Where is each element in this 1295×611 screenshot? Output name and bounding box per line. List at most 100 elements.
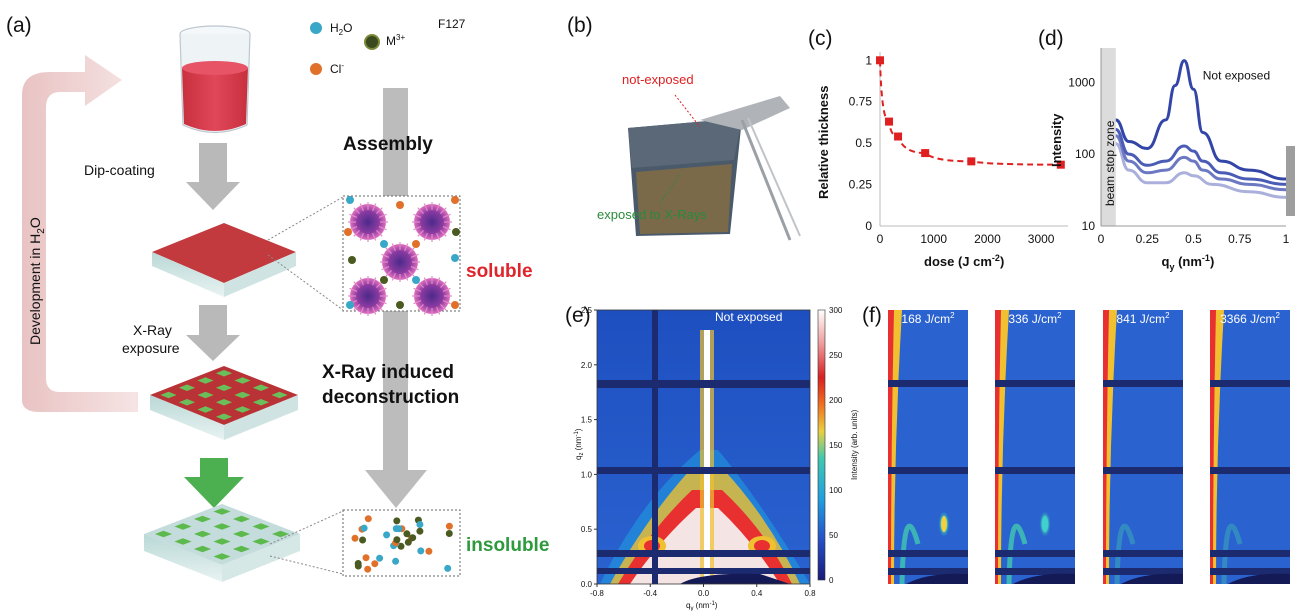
c-data-point (921, 149, 930, 158)
c-y-tick: 0.75 (849, 95, 873, 109)
ion-sphere-icon (392, 557, 400, 565)
ion-sphere-icon (383, 531, 391, 539)
h2o-sphere-icon (310, 22, 322, 34)
e-xlabel: qy (nm-1) (686, 601, 718, 611)
ion-sphere-icon (371, 560, 379, 568)
e-y-tick: 2.5 (581, 306, 593, 315)
d-series-line (1115, 128, 1287, 186)
arrow-xray (186, 305, 240, 361)
c-data-point (885, 117, 894, 126)
colorbar-tick: 300 (829, 306, 843, 315)
chloride-sphere-icon (310, 63, 322, 75)
developed-substrate (144, 504, 300, 582)
c-data-point (876, 56, 884, 65)
zoom-line (267, 196, 344, 241)
e-y-tick: 1.5 (581, 416, 593, 425)
d-series-line (1115, 142, 1287, 199)
colorbar-tick: 100 (829, 486, 843, 495)
ion-sphere-icon (396, 301, 404, 309)
pattern-square (215, 370, 233, 377)
ion-sphere-icon (412, 276, 420, 284)
d-series-line (1115, 134, 1287, 192)
xray-exposure-label-1: X-Ray (133, 322, 172, 338)
zoom-line (269, 510, 344, 545)
d-y-tick: 10 (1082, 219, 1096, 233)
d-x-tick: 0.25 (1136, 232, 1160, 246)
assembly-label: Assembly (343, 134, 433, 155)
exposed-pointer (659, 174, 681, 204)
panel-a-label: (a) (6, 14, 32, 37)
pattern-square (271, 391, 288, 399)
coated-substrate (152, 223, 296, 297)
e-x-tick: 0.4 (751, 589, 763, 598)
colorbar-tick: 50 (829, 531, 838, 540)
d-x-tick: 1 (1283, 232, 1290, 246)
colorbar-tick: 0 (829, 576, 834, 585)
gisaxs-frame (1103, 310, 1183, 585)
dose-label: 336 J/cm2 (1008, 311, 1062, 326)
c-data-point (967, 157, 976, 166)
legend-metal: M3+ (386, 33, 405, 48)
pattern-square (174, 538, 192, 545)
zoom-line (269, 555, 344, 575)
pattern-square (174, 523, 192, 530)
c-x-tick: 0 (877, 232, 884, 246)
colorbar (817, 309, 826, 581)
pattern-square (232, 545, 251, 553)
gisaxs-frame (888, 310, 968, 585)
c-y-tick: 1 (865, 53, 872, 67)
ion-cluster (351, 515, 453, 573)
xray-side-tag (1286, 146, 1295, 216)
pattern-square (252, 538, 270, 545)
c-y-tick: 0 (865, 219, 872, 233)
pattern-square (154, 530, 173, 538)
legend-h2o: H2O (330, 21, 352, 37)
pattern-square (252, 399, 270, 406)
pattern-square (215, 384, 233, 391)
zoom-line (267, 254, 344, 311)
ion-sphere-icon (364, 515, 372, 523)
ion-sphere-icon (451, 254, 459, 262)
beaker-icon (179, 25, 251, 134)
colorbar-ticks: 300 250 200 150 100 50 0 (829, 306, 843, 585)
dose-label: 841 J/cm2 (1116, 311, 1170, 326)
pattern-square (213, 508, 231, 515)
ion-sphere-icon (452, 228, 460, 236)
pattern-square (197, 377, 214, 384)
e-ylabel: qz (nm-1) (574, 428, 585, 460)
d-x-tick: 0.75 (1228, 232, 1252, 246)
ion-sphere-icon (395, 525, 403, 533)
micelle-cluster (344, 196, 460, 316)
thickness-chart: 1 0.75 0.5 0.25 00 1000 2000 3000 Relative thick… (816, 52, 1068, 269)
e-x-tick: -0.4 (643, 589, 657, 598)
ion-sphere-icon (403, 530, 411, 538)
panel-f-label: (f) (862, 304, 882, 327)
pattern-square (252, 523, 270, 530)
colorbar-tick: 250 (829, 351, 843, 360)
panel-e: (e) Not exposed 2.52.01.51.00.50.0-0.8 -0… (565, 304, 859, 611)
ion-sphere-icon (425, 547, 433, 555)
d-x-tick: 0.5 (1185, 232, 1202, 246)
panel-b-label: (b) (567, 14, 593, 37)
ion-sphere-icon (451, 196, 459, 204)
development-label: Development in H2O (27, 217, 47, 345)
e-not-exposed: Not exposed (715, 310, 782, 324)
e-frame (596, 309, 811, 585)
gisaxs-frame (995, 310, 1075, 585)
ion-sphere-icon (404, 538, 412, 546)
d-y-tick: 100 (1075, 147, 1095, 161)
beam-stop-label: beam stop zone (1103, 120, 1117, 206)
xray-induced-label-1: X-Ray induced (322, 362, 454, 383)
c-x-tick: 1000 (920, 232, 947, 246)
pattern-square (215, 413, 233, 420)
arrow-dip (186, 143, 240, 210)
pattern-square (213, 553, 231, 560)
panel-a: (a) Development in H2O Dip-coating X-Ray… (6, 14, 549, 582)
e-axes: 2.52.01.51.00.50.0-0.8 -0.4 0.0 0.4 0.8 (581, 306, 816, 598)
e-y-tick: 2.0 (581, 361, 593, 370)
pattern-square (197, 406, 214, 413)
colorbar-tick: 150 (829, 441, 843, 450)
c-x-tick: 2000 (974, 232, 1001, 246)
pattern-square (213, 538, 231, 545)
pattern-square (178, 399, 196, 406)
